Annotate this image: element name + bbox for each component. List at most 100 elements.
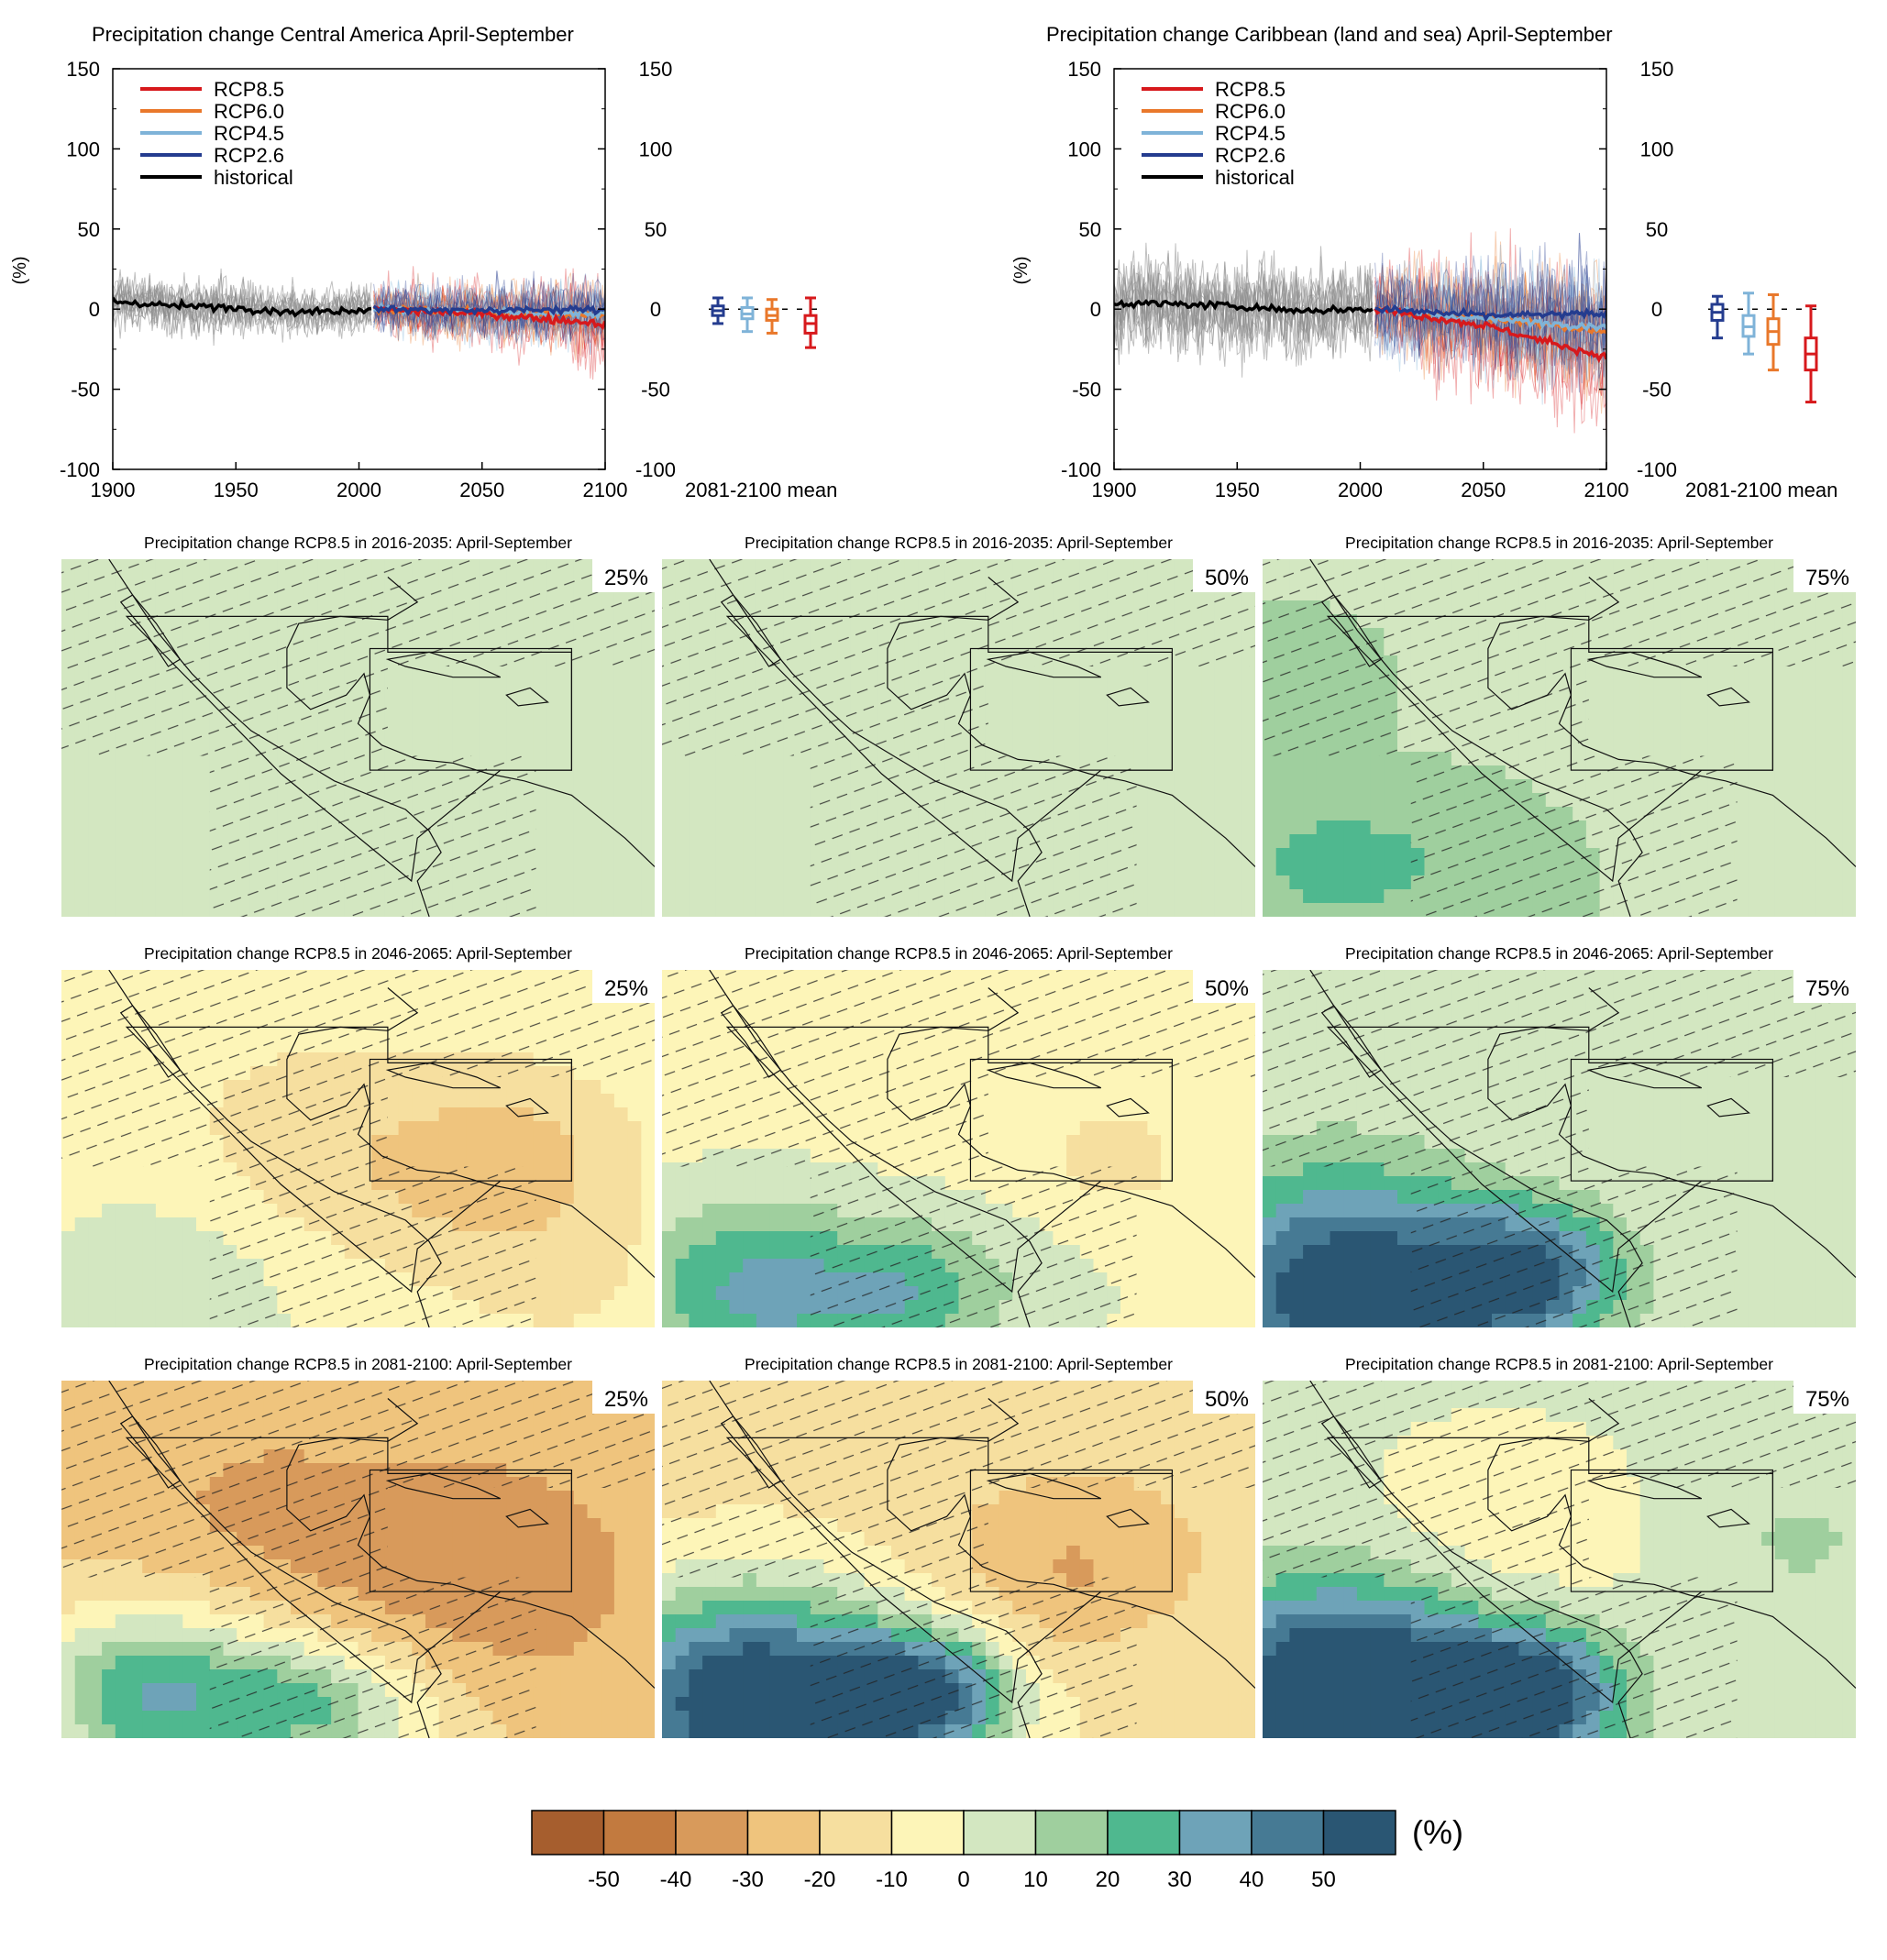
y-tick-label: 0: [89, 298, 100, 321]
map-cell: [196, 875, 210, 890]
map-cell: [689, 820, 702, 835]
map-cell: [196, 765, 210, 780]
map-cell: [412, 738, 425, 753]
map-cell: [142, 834, 156, 849]
map-cell: [142, 820, 156, 835]
map-cell: [1815, 848, 1829, 863]
map-cell: [1613, 697, 1627, 711]
map-cell: [1802, 738, 1815, 753]
map-cell: [716, 834, 730, 849]
map-cell: [156, 1259, 170, 1273]
map-cell: [641, 903, 655, 918]
map-cell: [88, 875, 102, 890]
map-cell: [702, 848, 716, 863]
map-cell: [1107, 738, 1120, 753]
map-cell: [1681, 738, 1694, 753]
map-cell: [614, 697, 628, 711]
map-cell: [1802, 903, 1815, 918]
map-cell: [1040, 710, 1054, 725]
map-cell: [628, 1204, 642, 1218]
map-cell: [628, 738, 642, 753]
map-cell: [1175, 807, 1188, 821]
map-cell: [1188, 903, 1202, 918]
map-cell: [1175, 875, 1188, 890]
map-cell: [1748, 765, 1761, 780]
map-cell: [601, 889, 614, 904]
map-cell: [1789, 889, 1803, 904]
map-cell: [560, 1107, 574, 1122]
map-cell: [170, 779, 183, 794]
map-cell: [614, 1272, 628, 1287]
map-cell: [1229, 820, 1242, 835]
map-cell: [614, 848, 628, 863]
map-cell: [560, 1176, 574, 1191]
map-cell: [196, 1190, 210, 1205]
map-cell: [1263, 765, 1276, 780]
map-cell: [1215, 793, 1229, 808]
x-tick-label: 2050: [459, 479, 504, 501]
map-cell: [116, 779, 129, 794]
y-tick-label: 50: [1079, 218, 1101, 241]
map-cell: [689, 779, 702, 794]
map-cell: [116, 1204, 129, 1218]
map-cell: [102, 875, 116, 890]
map-cell: [452, 1080, 466, 1095]
map-cell: [1303, 848, 1317, 863]
map-cell: [1241, 752, 1255, 766]
map-cell: [1397, 807, 1411, 821]
map-cell: [641, 889, 655, 904]
map-cell: [75, 1259, 89, 1273]
map-cell: [641, 862, 655, 876]
map-cell: [75, 807, 89, 821]
map-cell: [129, 1217, 143, 1232]
map-cell: [1371, 889, 1385, 904]
map-cell: [574, 807, 588, 821]
map-cell: [1600, 697, 1614, 711]
map-cell: [1175, 697, 1188, 711]
map-cell: [614, 1245, 628, 1260]
map-cell: [480, 1121, 493, 1136]
map-cell: [1161, 875, 1175, 890]
map-cell: [1667, 669, 1681, 684]
map-cell: [1053, 710, 1066, 725]
map-cell: [783, 889, 797, 904]
map-cell: [560, 1135, 574, 1150]
map-cell: [1613, 738, 1627, 753]
percentile-label: 25%: [604, 976, 648, 1001]
map-cell: [601, 903, 614, 918]
map-cell: [546, 793, 560, 808]
map-cell: [480, 1135, 493, 1150]
map-cell: [466, 724, 480, 739]
map-cell: [702, 779, 716, 794]
map-cell: [1241, 889, 1255, 904]
map-cell: [1188, 848, 1202, 863]
map-cell: [689, 848, 702, 863]
map-cell: [628, 1107, 642, 1122]
map-cell: [1201, 862, 1215, 876]
map-cell: [196, 1217, 210, 1232]
map-cell: [156, 875, 170, 890]
map-cell: [102, 1176, 116, 1191]
map-cell: [588, 683, 601, 698]
map-cell: [1241, 710, 1255, 725]
map-cell: [399, 738, 413, 753]
map-cell: [628, 875, 642, 890]
map-cell: [1789, 724, 1803, 739]
map-cell: [546, 862, 560, 876]
map-cell: [1161, 779, 1175, 794]
map-cell: [493, 738, 507, 753]
map-cell: [641, 1272, 655, 1287]
map-cell: [1289, 765, 1303, 780]
map-cell: [1276, 820, 1290, 835]
map-cell: [560, 848, 574, 863]
map-cell: [1303, 793, 1317, 808]
map-cell: [588, 779, 601, 794]
map-cell: [1681, 697, 1694, 711]
map-cell: [1829, 834, 1843, 849]
map-cell: [1343, 820, 1357, 835]
map-cell: [506, 738, 520, 753]
map-cell: [546, 1204, 560, 1218]
map-cell: [1694, 710, 1708, 725]
map-cell: [1789, 875, 1803, 890]
